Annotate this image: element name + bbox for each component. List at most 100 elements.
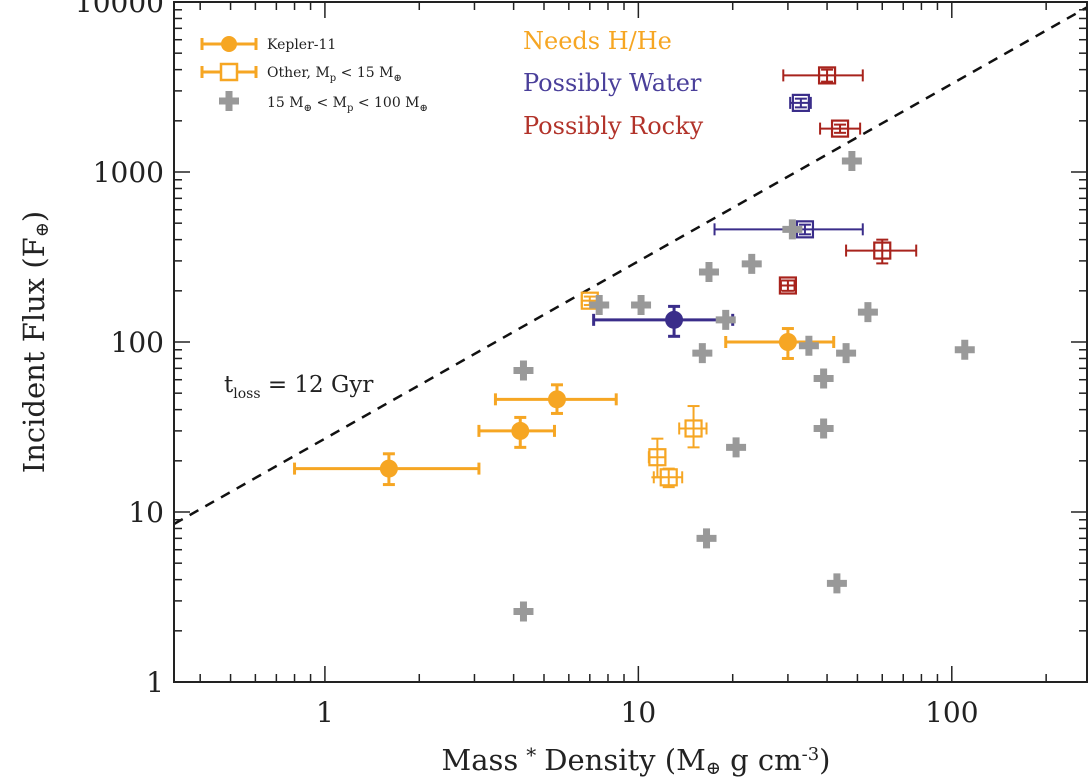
plus-shape: [715, 309, 736, 330]
plus-shape: [696, 528, 717, 549]
plus-shape: [513, 360, 534, 381]
x-axis-label-close: ): [819, 743, 830, 777]
y-axis-label-symbol: ⊕: [32, 222, 53, 237]
square-marker: [791, 93, 810, 112]
legend-kepler11: Kepler-11: [200, 36, 336, 53]
other-point: [652, 467, 684, 489]
kepler11-point: [724, 327, 836, 360]
color-legend-needs-hhe: Needs H/He: [523, 27, 672, 55]
x-tick-label: 100: [925, 696, 978, 729]
square-marker: [817, 66, 837, 85]
x-axis-label-rest: Density (M: [544, 743, 706, 777]
other-point: [778, 276, 798, 295]
legend-mid-label: 15 M⊕ < Mp < 100 M⊕: [267, 95, 428, 114]
x-axis-label-text: Mass: [442, 743, 519, 777]
plus-shape: [836, 343, 857, 364]
kepler11-point: [592, 304, 735, 338]
y-tick-label: 1: [146, 666, 164, 699]
plus-marker: [589, 295, 610, 316]
other-point: [678, 405, 708, 449]
y-axis-label-close: ): [17, 211, 51, 222]
x-tick-label: 10: [621, 696, 657, 729]
plus-shape: [692, 343, 713, 364]
threshold-line: [173, 6, 1088, 526]
other-point: [782, 66, 864, 85]
square-marker: [873, 241, 892, 260]
plus-marker: [813, 418, 834, 439]
y-tick-label: 100: [111, 326, 164, 359]
plus-shape: [857, 302, 878, 323]
plus-shape: [726, 437, 747, 458]
circle-marker: [547, 390, 566, 409]
plus-marker: [715, 309, 736, 330]
plus-shape: [826, 573, 847, 594]
circle-marker: [665, 310, 684, 329]
plus-shape: [631, 295, 652, 316]
legend-other: Other, Mp < 15 M⊕: [200, 62, 402, 84]
color-legend-possibly-rocky: Possibly Rocky: [523, 112, 704, 140]
y-axis-label: Incident Flux (F⊕): [17, 211, 53, 473]
plus-shape: [782, 219, 803, 240]
plus-marker: [513, 360, 534, 381]
square-marker: [659, 468, 678, 487]
y-tick-label: 10000: [75, 0, 164, 19]
plus-marker: [836, 343, 857, 364]
plus-marker: [798, 335, 819, 356]
plus-marker: [954, 339, 975, 360]
circle-marker: [511, 421, 530, 440]
plus-shape: [698, 262, 719, 283]
plus-marker: [857, 302, 878, 323]
y-axis-label-text: Incident Flux (F: [17, 237, 51, 473]
plus-marker: [692, 343, 713, 364]
other-point: [845, 238, 918, 265]
y-tick-label: 10: [128, 496, 164, 529]
plus-marker: [782, 219, 803, 240]
legend-kepler11-label: Kepler-11: [267, 37, 336, 53]
plus-shape: [798, 335, 819, 356]
tloss-annotation: tloss = 12 Gyr: [224, 372, 373, 402]
legend: Kepler-11 Other, Mp < 15 M⊕ 15 M⊕ < Mp <…: [200, 36, 428, 114]
plus-marker: [696, 528, 717, 549]
plus-marker: [813, 368, 834, 389]
plus-marker: [631, 295, 652, 316]
kepler11-point: [293, 452, 481, 487]
x-axis-label-exponent: -3: [802, 744, 820, 765]
plus-shape: [813, 418, 834, 439]
color-legend-possibly-water: Possibly Water: [523, 69, 702, 97]
other-point: [789, 93, 812, 112]
plus-shape: [841, 151, 862, 172]
square-marker: [648, 448, 667, 467]
plus-marker: [513, 601, 534, 622]
plus-marker: [741, 253, 762, 274]
axis-ticks: 1 10 100 1 10 100 1000 10000: [75, 0, 1087, 729]
square-marker: [684, 419, 703, 438]
plus-shape: [589, 295, 610, 316]
x-axis-label-unit: g cm: [721, 743, 802, 777]
other-point: [647, 437, 667, 479]
x-axis-label: Mass * Density (M⊕ g cm-3): [442, 743, 831, 779]
plus-marker: [698, 262, 719, 283]
plus-shape: [741, 253, 762, 274]
y-tick-label: 1000: [93, 156, 164, 189]
square-marker: [830, 119, 850, 138]
circle-marker: [379, 459, 398, 478]
square-marker: [778, 276, 798, 295]
dashed-threshold-line: [173, 6, 1088, 526]
kepler11-point: [493, 383, 618, 415]
plus-shape: [513, 601, 534, 622]
x-axis-label-symbol: ⊕: [706, 758, 721, 779]
x-axis-label-star: *: [526, 743, 536, 767]
plus-marker: [841, 151, 862, 172]
plus-shape: [954, 339, 975, 360]
plus-marker: [726, 437, 747, 458]
other-point: [819, 119, 862, 138]
circle-marker: [778, 333, 797, 351]
color-legend: Needs H/He Possibly Water Possibly Rocky: [523, 27, 704, 140]
plus-marker: [826, 573, 847, 594]
data-points: [293, 66, 975, 622]
legend-mid: 15 M⊕ < Mp < 100 M⊕: [219, 91, 428, 114]
x-tick-label: 1: [316, 696, 334, 729]
kepler11-point: [477, 415, 556, 449]
legend-other-label: Other, Mp < 15 M⊕: [267, 65, 402, 84]
